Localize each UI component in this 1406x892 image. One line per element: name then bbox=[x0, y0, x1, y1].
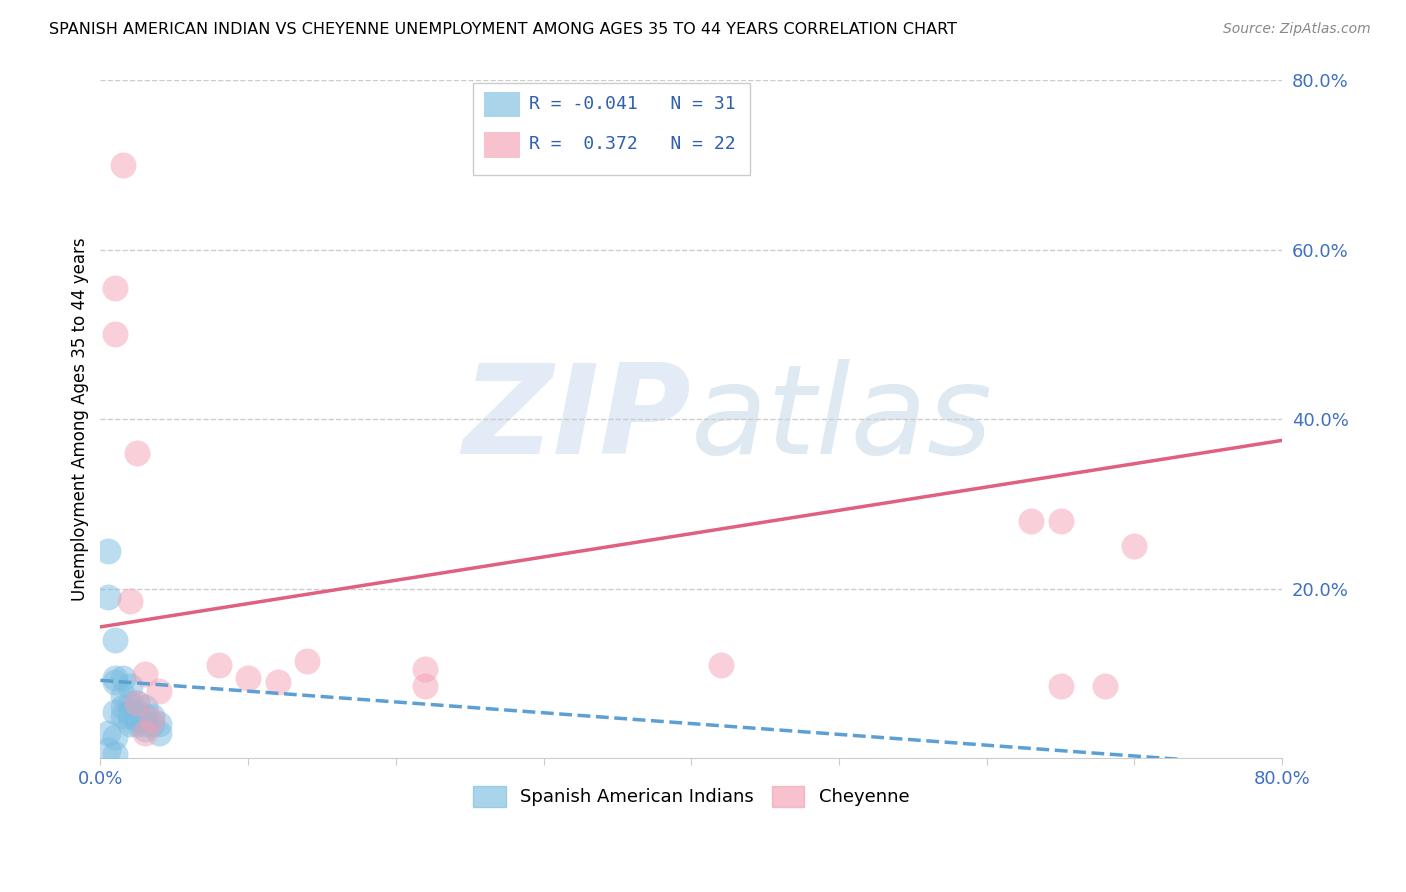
FancyBboxPatch shape bbox=[485, 92, 520, 117]
Text: R =  0.372   N = 22: R = 0.372 N = 22 bbox=[530, 136, 735, 153]
Point bbox=[111, 700, 134, 714]
Point bbox=[415, 679, 437, 693]
Point bbox=[236, 671, 259, 685]
Point bbox=[118, 696, 141, 710]
Point bbox=[1019, 514, 1042, 528]
Point bbox=[104, 747, 127, 761]
Point bbox=[1094, 679, 1116, 693]
Point bbox=[111, 688, 134, 702]
Point bbox=[97, 743, 120, 757]
Legend: Spanish American Indians, Cheyenne: Spanish American Indians, Cheyenne bbox=[465, 779, 917, 814]
Point bbox=[134, 709, 156, 723]
Point bbox=[127, 696, 149, 710]
Point bbox=[97, 543, 120, 558]
Text: Source: ZipAtlas.com: Source: ZipAtlas.com bbox=[1223, 22, 1371, 37]
Point bbox=[104, 632, 127, 647]
Point bbox=[295, 654, 318, 668]
Point bbox=[141, 717, 163, 731]
Point bbox=[134, 717, 156, 731]
Point bbox=[104, 730, 127, 744]
Point bbox=[104, 675, 127, 690]
Point bbox=[127, 446, 149, 460]
Point bbox=[141, 709, 163, 723]
FancyBboxPatch shape bbox=[472, 83, 751, 175]
Point bbox=[415, 662, 437, 676]
Point bbox=[111, 671, 134, 685]
Point bbox=[127, 696, 149, 710]
Point bbox=[1123, 540, 1146, 554]
Point bbox=[97, 726, 120, 740]
Point bbox=[118, 705, 141, 719]
Point bbox=[104, 281, 127, 295]
Point bbox=[148, 717, 170, 731]
Text: SPANISH AMERICAN INDIAN VS CHEYENNE UNEMPLOYMENT AMONG AGES 35 TO 44 YEARS CORRE: SPANISH AMERICAN INDIAN VS CHEYENNE UNEM… bbox=[49, 22, 957, 37]
Point bbox=[134, 700, 156, 714]
Point bbox=[134, 722, 156, 736]
FancyBboxPatch shape bbox=[485, 132, 520, 158]
Point bbox=[266, 675, 288, 690]
Point bbox=[127, 713, 149, 727]
Point bbox=[148, 726, 170, 740]
Text: R = -0.041   N = 31: R = -0.041 N = 31 bbox=[530, 95, 735, 112]
Point bbox=[134, 726, 156, 740]
Point bbox=[111, 709, 134, 723]
Point bbox=[104, 671, 127, 685]
Y-axis label: Unemployment Among Ages 35 to 44 years: Unemployment Among Ages 35 to 44 years bbox=[72, 237, 89, 601]
Point bbox=[1049, 514, 1071, 528]
Point bbox=[104, 327, 127, 342]
Point bbox=[127, 705, 149, 719]
Point bbox=[118, 709, 141, 723]
Point bbox=[118, 717, 141, 731]
Point bbox=[104, 705, 127, 719]
Point bbox=[148, 683, 170, 698]
Text: atlas: atlas bbox=[692, 359, 994, 480]
Point bbox=[118, 679, 141, 693]
Point bbox=[207, 658, 229, 673]
Text: ZIP: ZIP bbox=[463, 359, 692, 480]
Point bbox=[1049, 679, 1071, 693]
Point bbox=[141, 713, 163, 727]
Point bbox=[111, 158, 134, 172]
Point bbox=[134, 666, 156, 681]
Point bbox=[97, 591, 120, 605]
Point bbox=[127, 717, 149, 731]
Point bbox=[118, 594, 141, 608]
Point bbox=[710, 658, 733, 673]
